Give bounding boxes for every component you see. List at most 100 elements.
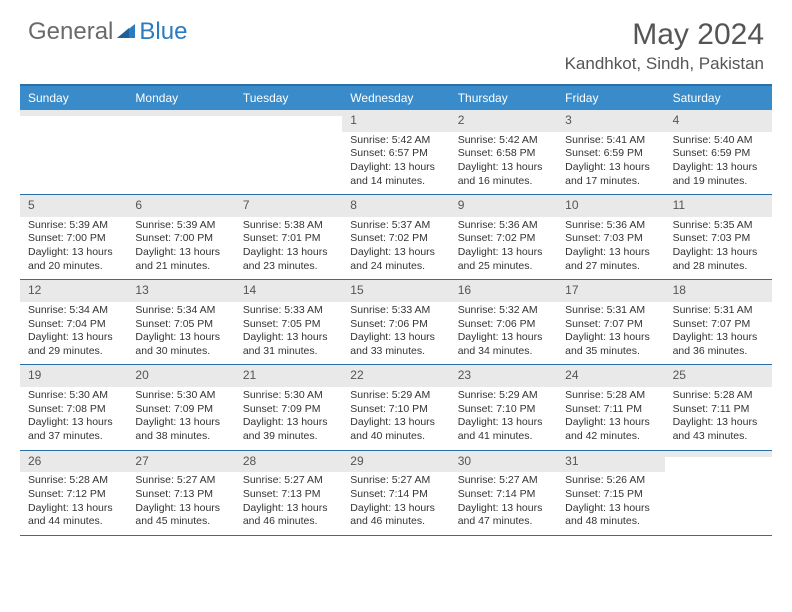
day-details: Sunrise: 5:30 AMSunset: 7:08 PMDaylight:… [20,387,127,450]
day-cell [127,110,234,194]
day-number: 3 [557,110,664,132]
sunrise-text: Sunrise: 5:30 AM [135,389,226,403]
day-details: Sunrise: 5:27 AMSunset: 7:14 PMDaylight:… [342,472,449,535]
day-details: Sunrise: 5:36 AMSunset: 7:02 PMDaylight:… [450,217,557,280]
day-number: 9 [450,195,557,217]
day-number: 2 [450,110,557,132]
logo-text-blue: Blue [139,18,187,46]
day-cell: 31Sunrise: 5:26 AMSunset: 7:15 PMDayligh… [557,451,664,535]
daylight-text: Daylight: 13 hours and 40 minutes. [350,416,441,443]
week-row: 19Sunrise: 5:30 AMSunset: 7:08 PMDayligh… [20,365,772,450]
sunrise-text: Sunrise: 5:31 AM [673,304,764,318]
day-details: Sunrise: 5:40 AMSunset: 6:59 PMDaylight:… [665,132,772,195]
daylight-text: Daylight: 13 hours and 31 minutes. [243,331,334,358]
day-details: Sunrise: 5:30 AMSunset: 7:09 PMDaylight:… [235,387,342,450]
day-number: 29 [342,451,449,473]
sunrise-text: Sunrise: 5:38 AM [243,219,334,233]
day-number: 28 [235,451,342,473]
day-cell: 17Sunrise: 5:31 AMSunset: 7:07 PMDayligh… [557,280,664,364]
sunrise-text: Sunrise: 5:34 AM [28,304,119,318]
sunset-text: Sunset: 7:11 PM [565,403,656,417]
day-details: Sunrise: 5:30 AMSunset: 7:09 PMDaylight:… [127,387,234,450]
day-number: 16 [450,280,557,302]
sunset-text: Sunset: 6:57 PM [350,147,441,161]
week-row: 26Sunrise: 5:28 AMSunset: 7:12 PMDayligh… [20,451,772,536]
day-details: Sunrise: 5:28 AMSunset: 7:11 PMDaylight:… [557,387,664,450]
daylight-text: Daylight: 13 hours and 35 minutes. [565,331,656,358]
day-cell: 5Sunrise: 5:39 AMSunset: 7:00 PMDaylight… [20,195,127,279]
daylight-text: Daylight: 13 hours and 24 minutes. [350,246,441,273]
daylight-text: Daylight: 13 hours and 38 minutes. [135,416,226,443]
day-cell: 12Sunrise: 5:34 AMSunset: 7:04 PMDayligh… [20,280,127,364]
sunset-text: Sunset: 7:13 PM [243,488,334,502]
day-cell: 14Sunrise: 5:33 AMSunset: 7:05 PMDayligh… [235,280,342,364]
daylight-text: Daylight: 13 hours and 16 minutes. [458,161,549,188]
sunrise-text: Sunrise: 5:27 AM [350,474,441,488]
day-number: 30 [450,451,557,473]
sunset-text: Sunset: 7:14 PM [458,488,549,502]
day-number: 19 [20,365,127,387]
daylight-text: Daylight: 13 hours and 30 minutes. [135,331,226,358]
day-cell [20,110,127,194]
sunrise-text: Sunrise: 5:41 AM [565,134,656,148]
day-cell: 3Sunrise: 5:41 AMSunset: 6:59 PMDaylight… [557,110,664,194]
sunrise-text: Sunrise: 5:28 AM [28,474,119,488]
sunrise-text: Sunrise: 5:30 AM [28,389,119,403]
sunset-text: Sunset: 7:09 PM [243,403,334,417]
daylight-text: Daylight: 13 hours and 33 minutes. [350,331,441,358]
daylight-text: Daylight: 13 hours and 14 minutes. [350,161,441,188]
sunrise-text: Sunrise: 5:27 AM [458,474,549,488]
day-details: Sunrise: 5:39 AMSunset: 7:00 PMDaylight:… [127,217,234,280]
sunset-text: Sunset: 7:03 PM [673,232,764,246]
sunset-text: Sunset: 6:59 PM [565,147,656,161]
calendar: Sunday Monday Tuesday Wednesday Thursday… [20,84,772,536]
day-cell: 22Sunrise: 5:29 AMSunset: 7:10 PMDayligh… [342,365,449,449]
daylight-text: Daylight: 13 hours and 19 minutes. [673,161,764,188]
logo-text-general: General [28,18,113,46]
sunset-text: Sunset: 7:09 PM [135,403,226,417]
day-number: 17 [557,280,664,302]
daylight-text: Daylight: 13 hours and 42 minutes. [565,416,656,443]
sunset-text: Sunset: 7:06 PM [458,318,549,332]
sunset-text: Sunset: 6:59 PM [673,147,764,161]
day-details: Sunrise: 5:42 AMSunset: 6:58 PMDaylight:… [450,132,557,195]
day-details: Sunrise: 5:31 AMSunset: 7:07 PMDaylight:… [665,302,772,365]
day-cell: 19Sunrise: 5:30 AMSunset: 7:08 PMDayligh… [20,365,127,449]
daylight-text: Daylight: 13 hours and 25 minutes. [458,246,549,273]
day-cell [235,110,342,194]
sunset-text: Sunset: 7:14 PM [350,488,441,502]
sunset-text: Sunset: 7:04 PM [28,318,119,332]
sunrise-text: Sunrise: 5:27 AM [135,474,226,488]
daylight-text: Daylight: 13 hours and 44 minutes. [28,502,119,529]
day-cell: 28Sunrise: 5:27 AMSunset: 7:13 PMDayligh… [235,451,342,535]
day-details: Sunrise: 5:33 AMSunset: 7:05 PMDaylight:… [235,302,342,365]
week-row: 5Sunrise: 5:39 AMSunset: 7:00 PMDaylight… [20,195,772,280]
sunrise-text: Sunrise: 5:35 AM [673,219,764,233]
month-title: May 2024 [565,18,764,52]
weekday-label: Monday [127,86,234,110]
daylight-text: Daylight: 13 hours and 37 minutes. [28,416,119,443]
sunset-text: Sunset: 7:00 PM [28,232,119,246]
daylight-text: Daylight: 13 hours and 46 minutes. [350,502,441,529]
sunrise-text: Sunrise: 5:31 AM [565,304,656,318]
daylight-text: Daylight: 13 hours and 41 minutes. [458,416,549,443]
day-cell: 13Sunrise: 5:34 AMSunset: 7:05 PMDayligh… [127,280,234,364]
sunset-text: Sunset: 7:02 PM [458,232,549,246]
sunset-text: Sunset: 6:58 PM [458,147,549,161]
day-details: Sunrise: 5:37 AMSunset: 7:02 PMDaylight:… [342,217,449,280]
day-details: Sunrise: 5:41 AMSunset: 6:59 PMDaylight:… [557,132,664,195]
title-block: May 2024 Kandhkot, Sindh, Pakistan [565,18,764,74]
sunrise-text: Sunrise: 5:29 AM [458,389,549,403]
weekday-label: Wednesday [342,86,449,110]
day-details: Sunrise: 5:42 AMSunset: 6:57 PMDaylight:… [342,132,449,195]
sunrise-text: Sunrise: 5:33 AM [243,304,334,318]
day-details [127,116,234,174]
day-details: Sunrise: 5:39 AMSunset: 7:00 PMDaylight:… [20,217,127,280]
sunrise-text: Sunrise: 5:32 AM [458,304,549,318]
daylight-text: Daylight: 13 hours and 20 minutes. [28,246,119,273]
weekday-label: Thursday [450,86,557,110]
sunset-text: Sunset: 7:13 PM [135,488,226,502]
day-number: 22 [342,365,449,387]
day-cell: 23Sunrise: 5:29 AMSunset: 7:10 PMDayligh… [450,365,557,449]
daylight-text: Daylight: 13 hours and 17 minutes. [565,161,656,188]
